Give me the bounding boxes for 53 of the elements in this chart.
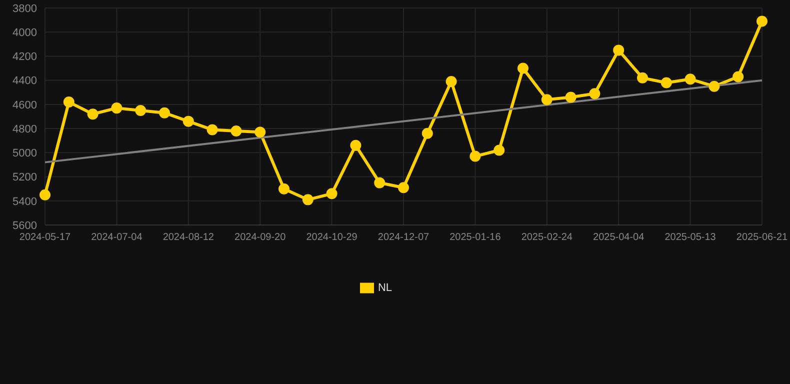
y-tick-label: 5200	[12, 172, 37, 184]
x-tick-label: 2024-05-17	[19, 232, 72, 244]
point	[708, 80, 720, 92]
point	[87, 108, 98, 120]
point	[589, 88, 600, 100]
point	[756, 16, 768, 27]
x-tick-label: 2025-05-13	[664, 232, 716, 244]
x-tick-label: 2024-10-29	[306, 232, 358, 244]
x-tick-label: 2024-12-07	[378, 232, 430, 244]
y-tick-label: 4000	[12, 27, 37, 40]
y-tick-label: 4600	[12, 99, 37, 112]
y-tick-label: 5400	[12, 196, 37, 208]
point	[446, 76, 457, 88]
x-tick-label: 2025-04-04	[593, 232, 645, 244]
point	[732, 71, 744, 82]
point	[684, 74, 696, 85]
y-tick-label: 3800	[12, 2, 37, 15]
point	[326, 188, 338, 200]
point	[374, 177, 386, 188]
point	[422, 128, 433, 139]
point	[206, 124, 218, 136]
y-tick-label: 5000	[12, 148, 37, 160]
point	[637, 72, 648, 84]
point	[230, 125, 242, 136]
y-tick-label: 4800	[12, 123, 37, 136]
y-tick-label: 4200	[12, 51, 37, 64]
x-tick-label: 2024-07-04	[91, 232, 143, 244]
point	[40, 189, 50, 200]
point	[470, 150, 481, 162]
point	[111, 102, 122, 114]
point	[278, 183, 290, 194]
point	[541, 94, 552, 106]
point	[159, 107, 170, 118]
point	[494, 144, 505, 156]
point	[135, 104, 146, 116]
y-tick-label: 5600	[12, 220, 37, 232]
point	[613, 44, 624, 56]
point	[518, 62, 528, 74]
point	[302, 194, 314, 206]
point	[254, 126, 266, 138]
y-tick-label: 4400	[12, 75, 37, 88]
x-tick-label: 2025-02-24	[521, 232, 573, 244]
legend-label: NL	[378, 282, 392, 294]
x-tick-label: 2025-06-21	[736, 232, 788, 244]
point	[182, 116, 194, 127]
point	[660, 77, 672, 88]
point	[398, 182, 409, 194]
point	[565, 92, 576, 103]
point	[63, 96, 74, 108]
x-tick-label: 2024-08-12	[162, 232, 214, 244]
x-tick-label: 2024-09-20	[234, 232, 286, 244]
point	[350, 140, 362, 151]
x-tick-label: 2025-01-16	[450, 232, 502, 244]
